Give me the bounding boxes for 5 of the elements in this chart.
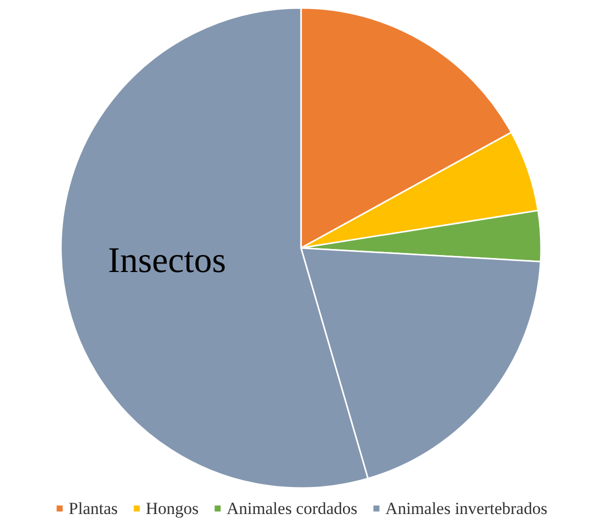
legend-label: Animales invertebrados xyxy=(385,499,548,518)
legend-label: Hongos xyxy=(146,499,199,518)
text: Insectos xyxy=(108,240,226,280)
legend-label: Plantas xyxy=(68,499,118,518)
legend-label: Animales cordados xyxy=(226,499,358,518)
